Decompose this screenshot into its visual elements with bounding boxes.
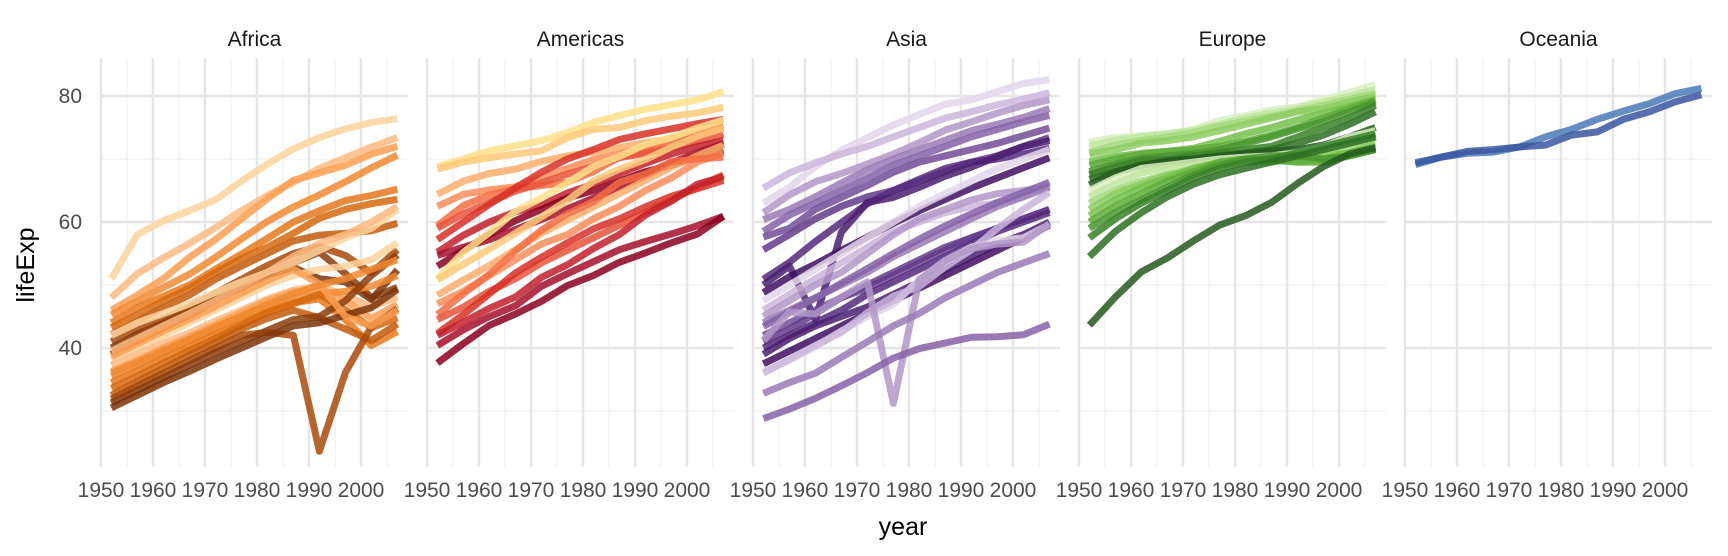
x-tick-label: 1950 xyxy=(1382,479,1429,502)
series-line xyxy=(109,306,400,399)
series-line xyxy=(762,320,1051,422)
series-line xyxy=(1414,91,1703,167)
series-line xyxy=(109,286,400,411)
x-tick-label: 1980 xyxy=(1538,479,1585,502)
series-line xyxy=(435,115,724,243)
series-line xyxy=(761,183,1050,320)
series-line xyxy=(434,116,725,282)
panel-americas: Americas 1950 1960 1970 1980 1990 2000 xyxy=(404,28,734,502)
panel-oceania: Oceania 1950 1960 1970 1980 1990 2000 xyxy=(1382,28,1712,502)
series-line xyxy=(1088,92,1377,158)
x-tick-label: 1990 xyxy=(938,479,985,502)
series-line xyxy=(435,124,725,283)
series-line xyxy=(109,143,399,314)
x-tick-label: 2000 xyxy=(990,479,1037,502)
series-line xyxy=(109,134,399,301)
series-line xyxy=(761,189,1052,377)
series-line xyxy=(110,256,399,377)
series-line xyxy=(762,105,1051,223)
x-tick-label: 1980 xyxy=(1212,479,1259,502)
y-tick-label: 40 xyxy=(59,337,82,360)
series-line xyxy=(109,152,399,318)
series-line xyxy=(436,103,725,173)
x-tick-label: 1950 xyxy=(78,479,125,502)
series-line xyxy=(109,252,400,406)
series-line xyxy=(761,96,1051,216)
series-line xyxy=(761,112,1051,235)
x-tick-label: 1980 xyxy=(560,479,607,502)
y-tick-label: 60 xyxy=(59,211,82,234)
series-line xyxy=(761,146,1051,304)
x-tick-label: 1950 xyxy=(730,479,777,502)
series-line xyxy=(109,203,400,355)
panel-asia: Asia 1950 1960 1970 1980 1990 2000 xyxy=(730,28,1060,502)
series-line xyxy=(435,213,725,349)
x-tick-label: 1990 xyxy=(1264,479,1311,502)
facet-label: Oceania xyxy=(1519,28,1598,51)
x-tick-label: 1960 xyxy=(1434,479,1481,502)
facet-label: Europe xyxy=(1199,28,1267,51)
series-line xyxy=(109,195,398,331)
x-tick-label: 1990 xyxy=(286,479,333,502)
x-tick-label: 1990 xyxy=(612,479,659,502)
x-tick-label: 1970 xyxy=(1486,479,1533,502)
series-line xyxy=(761,89,1051,192)
series-line xyxy=(109,243,400,345)
y-axis-title: lifeExp xyxy=(12,227,40,302)
x-tick-label: 2000 xyxy=(1642,479,1689,502)
x-tick-label: 1960 xyxy=(782,479,829,502)
series-line xyxy=(761,76,1050,207)
series-line xyxy=(1086,144,1377,328)
x-tick-label: 1980 xyxy=(886,479,933,502)
x-tick-label: 1970 xyxy=(834,479,881,502)
series-line xyxy=(435,213,726,366)
series-line xyxy=(1086,133,1377,260)
series-line xyxy=(108,115,398,281)
series-line xyxy=(436,88,725,170)
x-tick-label: 1980 xyxy=(234,479,281,502)
x-tick-label: 1970 xyxy=(182,479,229,502)
series-line xyxy=(435,153,724,318)
series-line xyxy=(762,250,1051,397)
facet-label: Africa xyxy=(228,28,282,51)
x-tick-label: 1970 xyxy=(1160,479,1207,502)
series-line xyxy=(760,221,1052,407)
panel-europe: Europe 1950 1960 1970 1980 1990 2000 xyxy=(1056,28,1386,502)
x-tick-label: 1960 xyxy=(456,479,503,502)
series-line xyxy=(762,124,1051,241)
series-line xyxy=(109,265,400,360)
x-tick-label: 2000 xyxy=(1316,479,1363,502)
x-tick-label: 2000 xyxy=(664,479,711,502)
x-tick-label: 2000 xyxy=(338,479,385,502)
panel-africa: Africa 1950 1960 1970 1980 1990 2000 xyxy=(78,28,408,502)
x-tick-label: 1950 xyxy=(1056,479,1103,502)
series-line xyxy=(109,185,399,326)
x-tick-label: 1960 xyxy=(1108,479,1155,502)
x-tick-label: 1970 xyxy=(508,479,555,502)
facet-label: Asia xyxy=(886,28,927,51)
x-tick-label: 1950 xyxy=(404,479,451,502)
y-tick-label: 80 xyxy=(59,85,82,108)
facet-label: Americas xyxy=(537,28,625,51)
series-line xyxy=(110,239,400,363)
x-tick-label: 1990 xyxy=(1590,479,1637,502)
series-line xyxy=(435,141,725,299)
x-axis-title: year xyxy=(879,513,928,541)
series-line xyxy=(435,173,725,339)
x-tick-label: 1960 xyxy=(130,479,177,502)
series-line xyxy=(761,179,1051,330)
